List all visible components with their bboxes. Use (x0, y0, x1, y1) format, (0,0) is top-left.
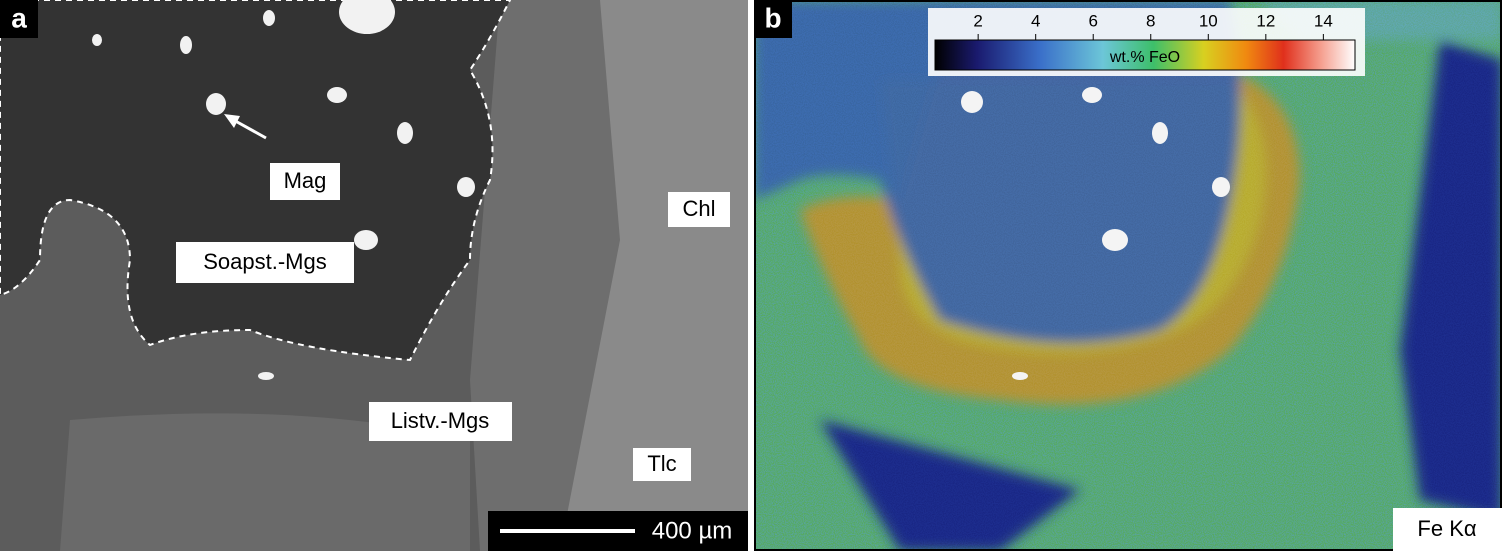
mineral-label: Listv.-Mgs (391, 408, 490, 433)
mineral-label: Tlc (647, 451, 676, 476)
colorbar-tick-label: 4 (1031, 11, 1040, 30)
panel-a-image (0, 0, 748, 551)
colorbar-tick-label: 12 (1256, 11, 1275, 30)
annotation-box (1393, 508, 1502, 551)
colorbar-tick-label: 10 (1199, 11, 1218, 30)
panel-label-box (0, 0, 38, 38)
map-label: Fe Kα (1417, 516, 1476, 541)
mineral-label: Mag (284, 168, 327, 193)
colorbar-tick-label: 6 (1088, 11, 1097, 30)
scale-bar-label: 400 µm (652, 517, 733, 544)
panel-label: a (11, 2, 27, 33)
panel-label-box (754, 0, 792, 38)
panel-b-image (754, 0, 1502, 551)
colorbar-label: wt.% FeO (1109, 49, 1180, 66)
mineral-label: Soapst.-Mgs (203, 249, 327, 274)
colorbar-tick-label: 2 (973, 11, 982, 30)
colorbar-tick-label: 14 (1314, 11, 1333, 30)
colorbar-tick-label: 8 (1146, 11, 1155, 30)
colorbar-ticks: 2 4 6 8 10 12 14 (973, 11, 1333, 40)
mineral-label: Chl (682, 196, 715, 221)
panel-label: b (764, 2, 781, 33)
colorbar (934, 39, 1356, 71)
